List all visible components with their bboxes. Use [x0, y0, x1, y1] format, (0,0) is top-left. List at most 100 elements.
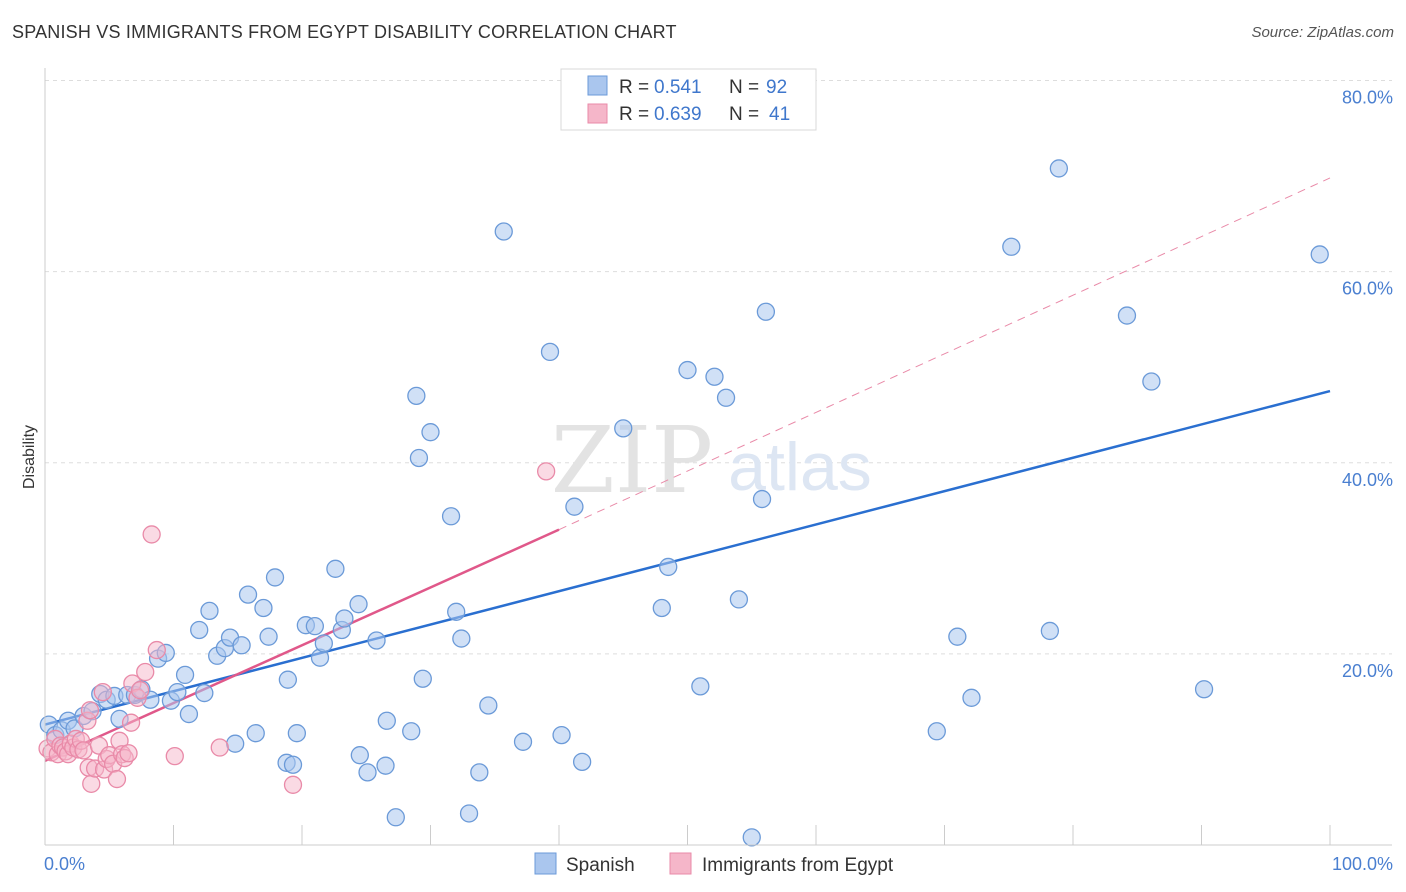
point-spanish [459, 804, 479, 823]
point-spanish [470, 763, 489, 782]
point-spanish [742, 828, 761, 847]
legend-n-label-2: N = [729, 104, 759, 125]
point-spanish [752, 489, 772, 509]
point-spanish [421, 423, 440, 442]
legend-r-label-1: R = [619, 77, 649, 98]
point-spanish [259, 627, 278, 646]
point-egypt [74, 741, 93, 760]
point-spanish [175, 665, 195, 685]
point-egypt [121, 713, 141, 732]
y-tick-label-20: 20.0% [1342, 661, 1393, 681]
bottom-legend-swatch-egypt [669, 852, 692, 875]
point-spanish [246, 724, 265, 743]
bottom-legend-label-egypt: Immigrants from Egypt [702, 855, 894, 876]
point-spanish [283, 755, 303, 774]
point-spanish [614, 419, 633, 438]
point-spanish [200, 601, 219, 621]
point-spanish [565, 497, 584, 516]
legend-swatch-spanish [587, 75, 608, 96]
point-egypt [119, 744, 138, 763]
legend-r-value-1: 0.541 [654, 77, 702, 98]
correlation-legend: R = 0.541 N = 92 R = 0.639 N = 41 [560, 68, 817, 131]
point-spanish [729, 590, 749, 609]
point-spanish [678, 360, 697, 380]
point-spanish [927, 722, 946, 741]
series-legend: Spanish Immigrants from Egypt [534, 852, 894, 876]
point-spanish [413, 669, 432, 688]
x-tick-label-0: 0.0% [44, 854, 85, 874]
series-spanish-points [39, 159, 1329, 847]
point-spanish [386, 808, 405, 827]
point-spanish [652, 598, 671, 618]
chart-title: SPANISH VS IMMIGRANTS FROM EGYPT DISABIL… [12, 22, 677, 42]
point-egypt [147, 640, 166, 660]
x-tick-labels: 0.0% 100.0% [44, 854, 1393, 874]
point-spanish [572, 752, 592, 772]
point-spanish [1142, 372, 1161, 391]
point-spanish [659, 557, 678, 577]
watermark-atlas: atlas [728, 429, 872, 505]
legend-n-value-2: 41 [769, 104, 790, 125]
point-spanish [287, 724, 307, 743]
point-spanish [1117, 306, 1137, 325]
axes [44, 68, 1392, 846]
point-egypt [82, 774, 101, 793]
point-spanish [407, 386, 426, 406]
point-spanish [190, 620, 209, 640]
point-spanish [350, 746, 369, 765]
point-spanish [254, 598, 273, 618]
point-spanish [540, 342, 560, 362]
legend-swatch-egypt [587, 103, 608, 124]
point-spanish [1194, 680, 1214, 699]
point-spanish [1049, 159, 1069, 178]
chart-source: Source: ZipAtlas.com [1251, 24, 1394, 41]
point-egypt [165, 746, 184, 766]
point-spanish [452, 629, 471, 648]
point-spanish [226, 734, 245, 753]
legend-r-label-2: R = [619, 104, 649, 125]
point-spanish [1310, 245, 1329, 264]
grid-lines [45, 80, 1392, 655]
point-spanish [716, 388, 736, 407]
trend-line-egypt-extrapolated [558, 177, 1331, 531]
series-egypt-points [38, 462, 556, 794]
point-spanish [367, 631, 386, 650]
point-spanish [265, 568, 285, 587]
point-spanish [195, 683, 214, 703]
legend-n-label-1: N = [729, 77, 759, 98]
x-tick-label-100: 100.0% [1332, 854, 1393, 874]
point-spanish [409, 448, 429, 468]
point-spanish [314, 634, 333, 653]
point-spanish [494, 222, 513, 241]
trend-line-spanish [44, 389, 1331, 726]
point-spanish [326, 559, 345, 578]
bottom-legend-swatch-spanish [534, 852, 557, 875]
point-spanish [238, 585, 258, 604]
point-spanish [278, 670, 298, 689]
point-spanish [447, 602, 466, 621]
point-spanish [962, 688, 981, 707]
point-spanish [232, 636, 251, 655]
point-spanish [479, 696, 498, 715]
y-tick-label-40: 40.0% [1342, 470, 1393, 490]
point-spanish [377, 711, 396, 730]
point-spanish [179, 704, 199, 724]
point-spanish [168, 682, 187, 702]
point-spanish [1040, 621, 1060, 641]
point-spanish [948, 627, 967, 646]
point-egypt [80, 701, 100, 720]
point-egypt [210, 738, 229, 757]
point-egypt [93, 682, 112, 702]
legend-n-value-1: 92 [766, 77, 787, 98]
point-spanish [335, 609, 354, 628]
point-spanish [305, 617, 325, 636]
point-spanish [705, 367, 724, 386]
point-spanish [691, 677, 710, 696]
legend-r-value-2: 0.639 [654, 104, 702, 125]
y-tick-label-60: 60.0% [1342, 279, 1393, 299]
point-egypt [142, 525, 161, 544]
point-spanish [756, 302, 776, 321]
point-spanish [1002, 237, 1021, 256]
point-egypt [107, 769, 127, 789]
